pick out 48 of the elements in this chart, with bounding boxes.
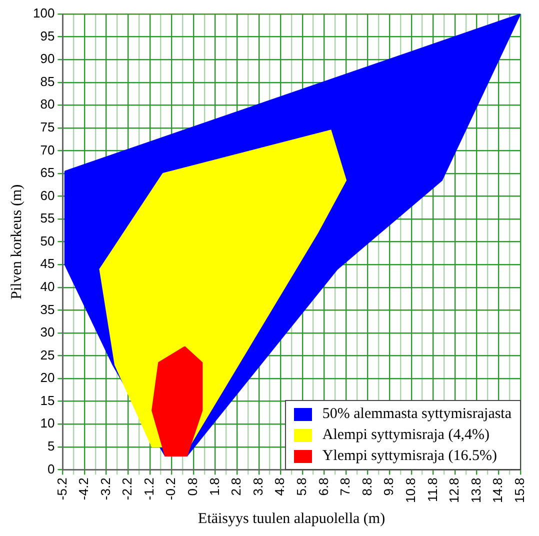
x-tick-label: 12.8 [446, 478, 462, 504]
x-tick-label: 1.8 [206, 478, 222, 496]
y-tick-label: 100 [32, 6, 55, 21]
y-tick-label: 90 [40, 51, 55, 66]
y-tick-label: 25 [40, 347, 55, 362]
x-tick-label: 6.8 [316, 478, 331, 496]
x-tick-label: -4.2 [76, 478, 92, 500]
y-tick-label: 20 [40, 370, 55, 386]
y-tick-label: 50 [40, 233, 55, 248]
y-tick-label: 10 [40, 416, 55, 431]
x-tick-label: 15.8 [512, 478, 527, 504]
x-tick-label: -0.2 [163, 478, 178, 500]
y-tick-label: 5 [47, 438, 55, 454]
y-tick-label: 15 [40, 392, 55, 408]
x-tick-label: -2.2 [120, 478, 135, 500]
legend-label: Alempi syttymisraja (4,4%) [322, 426, 490, 444]
y-tick-label: 60 [40, 188, 55, 203]
y-tick-label: 35 [40, 302, 55, 317]
y-tick-label: 70 [40, 142, 55, 158]
y-tick-label: 0 [47, 461, 55, 476]
x-tick-label: 9.8 [381, 478, 396, 496]
x-tick-label: -1.2 [141, 478, 156, 500]
y-tick-label: 40 [40, 278, 55, 294]
x-tick-label: 2.8 [228, 478, 244, 496]
x-tick-label: 13.8 [468, 478, 484, 504]
x-tick-label: 4.8 [272, 478, 288, 496]
y-tick-label: 30 [40, 324, 55, 340]
y-tick-label: 95 [40, 28, 55, 44]
y-axis-title: Pilven korkeus (m) [8, 184, 25, 300]
x-tick-label: 5.8 [294, 478, 310, 496]
y-tick-label: 55 [40, 210, 55, 226]
x-axis-title: Etäisyys tuulen alapuolella (m) [198, 510, 386, 527]
x-tick-label: 0.8 [185, 478, 200, 496]
x-tick-label: -5.2 [54, 478, 70, 500]
y-tick-label: 75 [40, 120, 55, 135]
legend-label: Ylempi syttymisraja (16.5%) [322, 448, 497, 465]
legend-label: 50% alemmasta syttymisrajasta [322, 406, 512, 423]
y-tick-label: 45 [40, 256, 55, 272]
x-tick-label: 8.8 [359, 478, 374, 496]
x-tick-label: 14.8 [490, 478, 506, 504]
y-tick-label: 65 [40, 165, 55, 180]
x-tick-label: 3.8 [250, 478, 266, 496]
x-tick-label: 11.8 [424, 478, 440, 502]
x-tick-label: -3.2 [98, 478, 113, 500]
y-tick-label: 85 [40, 74, 55, 89]
x-tick-label: 7.8 [338, 478, 353, 496]
x-tick-label: 10.8 [403, 478, 418, 504]
y-tick-label: 80 [40, 96, 55, 112]
